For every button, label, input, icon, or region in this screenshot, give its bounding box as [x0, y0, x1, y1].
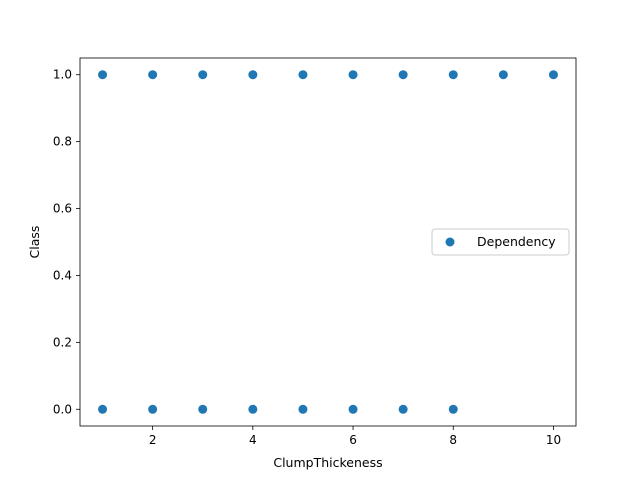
data-point	[98, 404, 108, 414]
y-axis-ticks: 0.0 0.2 0.4 0.6 0.8 1.0	[53, 68, 80, 416]
data-point	[448, 70, 458, 80]
data-point	[98, 70, 108, 80]
data-point	[298, 404, 308, 414]
data-point	[398, 70, 408, 80]
data-point	[448, 404, 458, 414]
y-tick-label: 0.2	[53, 335, 72, 349]
x-tick-label: 6	[349, 433, 357, 447]
data-point	[548, 70, 558, 80]
y-tick-label: 0.0	[53, 402, 72, 416]
data-point	[248, 70, 258, 80]
y-axis-label: Class	[27, 226, 42, 259]
y-tick-label: 0.6	[53, 202, 72, 216]
legend-marker	[445, 237, 455, 247]
y-tick-label: 0.8	[53, 135, 72, 149]
y-tick-label: 0.4	[53, 268, 72, 282]
data-point	[198, 70, 208, 80]
data-point	[398, 404, 408, 414]
plot-frame	[79, 57, 577, 427]
x-axis-ticks: 2 4 6 8 10	[149, 426, 561, 447]
plot-area	[79, 57, 577, 427]
legend-entry-dependency: Dependency	[477, 234, 556, 249]
x-tick-label: 2	[149, 433, 157, 447]
x-tick-label: 10	[546, 433, 561, 447]
legend-box	[431, 228, 570, 256]
data-point	[498, 70, 508, 80]
data-point	[298, 70, 308, 80]
data-point	[148, 404, 158, 414]
x-axis-label: ClumpThickeness	[273, 455, 382, 470]
x-tick-label: 8	[449, 433, 457, 447]
data-point	[348, 404, 358, 414]
x-tick-label: 4	[249, 433, 257, 447]
data-point	[148, 70, 158, 80]
data-point	[198, 404, 208, 414]
y-tick-label: 1.0	[53, 68, 72, 82]
data-point	[348, 70, 358, 80]
data-point	[248, 404, 258, 414]
legend: Dependency	[431, 228, 570, 256]
